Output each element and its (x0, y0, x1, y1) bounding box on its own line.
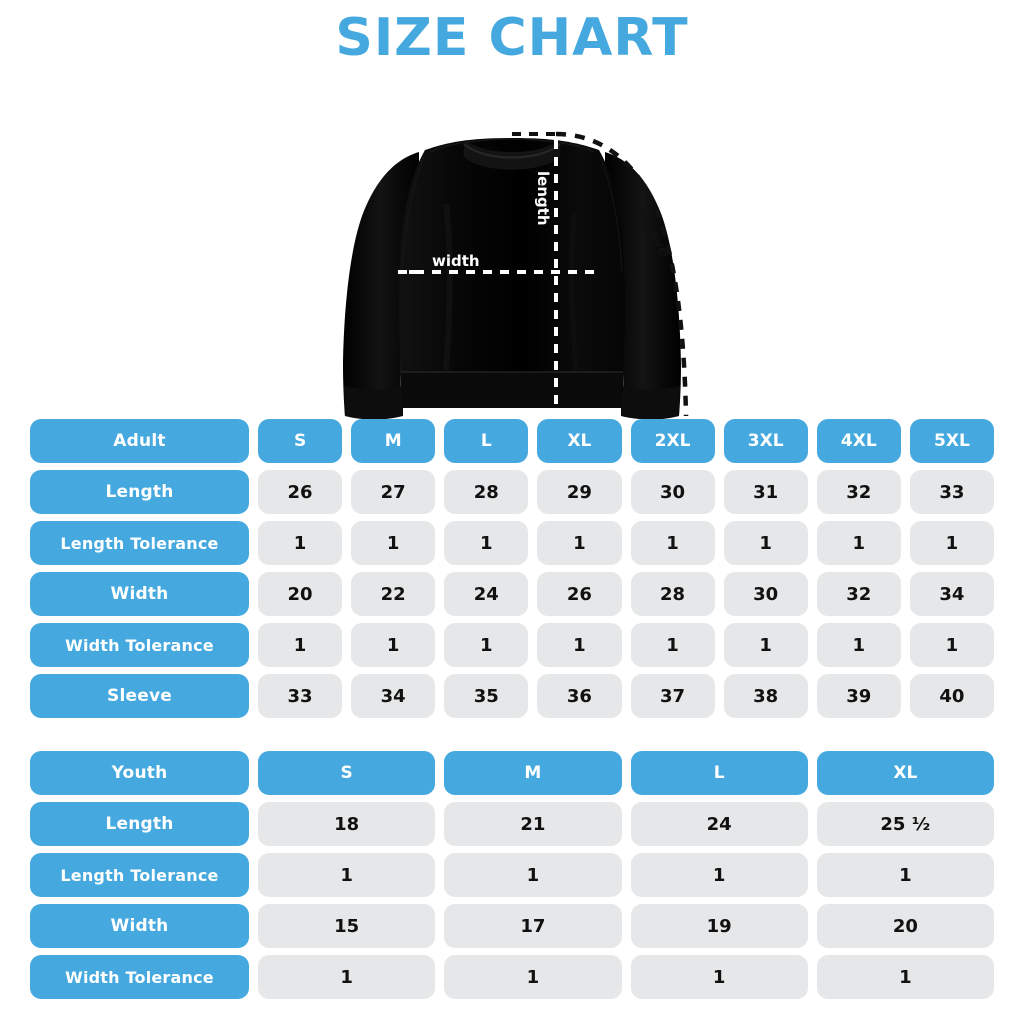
table-cell: 26 (537, 572, 622, 616)
row-label: Length (30, 470, 249, 514)
size-tables: Adult S M L XL 2XL 3XL 4XL 5XL Length 26… (0, 419, 1024, 999)
table-cell: 35 (444, 674, 529, 718)
table-cell: 34 (351, 674, 436, 718)
table-cell: 32 (816, 470, 901, 514)
table-cell: 24 (630, 802, 808, 846)
table-row: Length Tolerance 1 1 1 1 (30, 853, 994, 897)
table-cell: 28 (444, 470, 529, 514)
table-cell: 30 (630, 470, 715, 514)
row-label: Length Tolerance (30, 521, 249, 565)
youth-header-row: Youth S M L XL (30, 751, 994, 795)
adult-header-row: Adult S M L XL 2XL 3XL 4XL 5XL (30, 419, 994, 463)
table-cell: 1 (630, 853, 808, 897)
table-row: Length 26 27 28 29 30 31 32 33 (30, 470, 994, 514)
table-cell: 26 (258, 470, 343, 514)
adult-size-header: 5XL (909, 419, 994, 463)
table-row: Sleeve 33 34 35 36 37 38 39 40 (30, 674, 994, 718)
table-row: Length Tolerance 1 1 1 1 1 1 1 1 (30, 521, 994, 565)
adult-size-header: 3XL (723, 419, 808, 463)
page-title: SIZE CHART (335, 8, 689, 68)
table-cell: 1 (816, 521, 901, 565)
adult-size-header: S (258, 419, 343, 463)
youth-size-header: L (630, 751, 808, 795)
table-cell: 27 (351, 470, 436, 514)
table-cell: 33 (258, 674, 343, 718)
table-cell: 37 (630, 674, 715, 718)
table-cell: 32 (816, 572, 901, 616)
youth-size-header: XL (816, 751, 994, 795)
table-row: Width Tolerance 1 1 1 1 1 1 1 1 (30, 623, 994, 667)
table-row: Length 18 21 24 25 ¹⁄₂ (30, 802, 994, 846)
adult-corner-label: Adult (30, 419, 249, 463)
table-row: Width Tolerance 1 1 1 1 (30, 955, 994, 999)
table-cell: 20 (816, 904, 994, 948)
table-cell: 39 (816, 674, 901, 718)
table-cell: 28 (630, 572, 715, 616)
table-cell: 1 (444, 521, 529, 565)
row-label: Width (30, 904, 249, 948)
row-label: Width Tolerance (30, 623, 249, 667)
adult-size-header: 4XL (816, 419, 901, 463)
adult-size-table: Adult S M L XL 2XL 3XL 4XL 5XL Length 26… (30, 419, 994, 718)
table-cell: 19 (630, 904, 808, 948)
table-cell: 1 (444, 955, 622, 999)
table-cell: 1 (537, 521, 622, 565)
table-cell: 1 (816, 853, 994, 897)
youth-size-table: Youth S M L XL Length 18 21 24 25 ¹⁄₂ Le… (30, 751, 994, 999)
row-label: Length (30, 802, 249, 846)
table-cell: 1 (258, 623, 343, 667)
table-cell: 1 (816, 955, 994, 999)
table-cell: 1 (630, 955, 808, 999)
youth-size-header: M (444, 751, 622, 795)
table-cell: 1 (258, 521, 343, 565)
table-cell: 20 (258, 572, 343, 616)
youth-size-header: S (258, 751, 436, 795)
table-cell: 1 (816, 623, 901, 667)
row-label: Width (30, 572, 249, 616)
table-cell: 40 (909, 674, 994, 718)
table-cell: 31 (723, 470, 808, 514)
garment-illustration: width length sleeve (0, 64, 1024, 419)
table-cell: 1 (723, 521, 808, 565)
table-cell: 18 (258, 802, 436, 846)
table-cell: 1 (537, 623, 622, 667)
table-cell: 30 (723, 572, 808, 616)
table-cell: 1 (630, 623, 715, 667)
table-row: Width 15 17 19 20 (30, 904, 994, 948)
table-cell: 33 (909, 470, 994, 514)
table-cell: 1 (258, 955, 436, 999)
table-cell: 1 (723, 623, 808, 667)
table-cell: 1 (444, 623, 529, 667)
adult-size-header: L (444, 419, 529, 463)
table-cell: 36 (537, 674, 622, 718)
table-cell: 1 (351, 623, 436, 667)
table-cell: 29 (537, 470, 622, 514)
adult-size-header: XL (537, 419, 622, 463)
sweatshirt-icon (343, 131, 689, 419)
youth-corner-label: Youth (30, 751, 249, 795)
table-cell: 1 (909, 521, 994, 565)
table-cell: 17 (444, 904, 622, 948)
adult-size-header: 2XL (630, 419, 715, 463)
table-spacer (30, 718, 994, 751)
table-cell: 24 (444, 572, 529, 616)
adult-size-header: M (351, 419, 436, 463)
table-cell: 1 (258, 853, 436, 897)
table-cell: 25 ¹⁄₂ (816, 802, 994, 846)
table-cell: 1 (444, 853, 622, 897)
table-cell: 38 (723, 674, 808, 718)
row-label: Width Tolerance (30, 955, 249, 999)
row-label: Sleeve (30, 674, 249, 718)
table-cell: 1 (351, 521, 436, 565)
row-label: Length Tolerance (30, 853, 249, 897)
table-cell: 21 (444, 802, 622, 846)
table-cell: 34 (909, 572, 994, 616)
table-cell: 1 (630, 521, 715, 565)
table-row: Width 20 22 24 26 28 30 32 34 (30, 572, 994, 616)
table-cell: 22 (351, 572, 436, 616)
table-cell: 1 (909, 623, 994, 667)
table-cell: 15 (258, 904, 436, 948)
